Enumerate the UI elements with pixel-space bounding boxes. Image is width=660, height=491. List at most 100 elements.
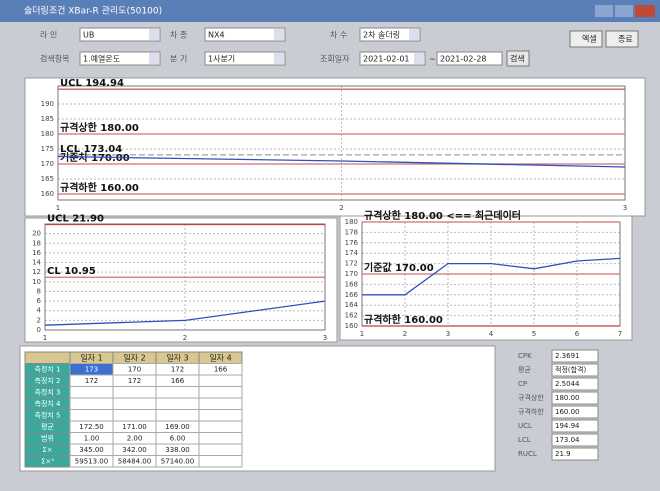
table-cell[interactable] — [199, 398, 242, 410]
reference-label: 규격상한 180.00 <== 최근데이터 — [364, 209, 521, 222]
stat-value: 2.3691 — [555, 352, 580, 360]
table-cell[interactable] — [199, 387, 242, 399]
combo-value: NX4 — [208, 31, 225, 40]
table-cell[interactable] — [156, 410, 199, 422]
row-header: 측정치 1 — [35, 364, 61, 373]
y-tick-label: 162 — [345, 312, 358, 320]
stat-value: 173.04 — [555, 436, 580, 444]
combo-arrow[interactable] — [149, 29, 159, 40]
table-cell[interactable] — [156, 398, 199, 410]
row-header: 범위 — [41, 433, 54, 442]
table-cell[interactable] — [113, 410, 156, 422]
reference-label: 규격하한 160.00 — [364, 313, 443, 326]
combo-value: 1.예열온도 — [83, 54, 120, 64]
stat-value: 194.94 — [555, 422, 580, 430]
y-tick-label: 164 — [345, 301, 359, 309]
x-tick-label: 6 — [575, 330, 580, 338]
minimize-button[interactable] — [595, 5, 613, 17]
table-cell-text: 57140.00 — [161, 457, 194, 465]
table-cell[interactable] — [199, 456, 242, 468]
stat-label: RUCL — [518, 450, 537, 458]
reference-label: UCL 194.94 — [60, 78, 124, 89]
row-header: Σ× — [42, 446, 52, 454]
table-cell-text: 172 — [85, 377, 98, 385]
table-cell[interactable] — [199, 410, 242, 422]
table-cell[interactable] — [199, 433, 242, 445]
table-header: 일자 3 — [166, 353, 188, 362]
table-cell-text: 172 — [171, 365, 184, 373]
table-cell-text: 166 — [171, 377, 185, 385]
stat-label: 평균 — [518, 365, 531, 374]
table-cell[interactable] — [70, 410, 113, 422]
stat-value: 180.00 — [555, 394, 580, 402]
table-cell-text: 342.00 — [122, 446, 147, 454]
filter-label: 라 인 — [40, 30, 57, 40]
table-corner — [25, 352, 70, 364]
close-window-button[interactable] — [635, 5, 655, 17]
table-cell[interactable] — [113, 398, 156, 410]
combo-arrow[interactable] — [414, 53, 424, 64]
y-tick-label: 180 — [345, 218, 358, 226]
stat-value: 2.5044 — [555, 380, 580, 388]
window-title: 솔더링조건 XBar-R 관리도(50100) — [24, 5, 162, 17]
row-header: 측정치 5 — [35, 410, 61, 419]
reference-label: 규격하한 160.00 — [60, 181, 139, 194]
chart-panel — [25, 218, 337, 342]
table-cell-text: 58484.00 — [118, 457, 151, 465]
filter-label: 검색항목 — [40, 54, 69, 64]
close-label: 종료 — [618, 35, 633, 44]
table-cell[interactable] — [199, 421, 242, 433]
table-header: 일자 1 — [80, 353, 102, 362]
window: 솔더링조건 XBar-R 관리도(50100) 라 인UB차 종NX4차 수2차… — [0, 0, 660, 491]
y-tick-label: 160 — [345, 322, 358, 330]
page: {"window":{"title":"솔더링조건 XBar-R 관리도(501… — [0, 0, 660, 491]
filter-label: 분 기 — [170, 55, 187, 64]
combo-arrow[interactable] — [409, 29, 419, 40]
table-cell[interactable] — [113, 387, 156, 399]
y-tick-label: 18 — [32, 239, 41, 247]
stat-value: 적정(합격) — [555, 365, 586, 374]
table-cell-text: 170 — [128, 365, 141, 373]
reference-label: 기준값 170.00 — [364, 261, 434, 274]
y-tick-label: 170 — [345, 270, 358, 278]
table-cell-text: 338.00 — [165, 446, 190, 454]
row-header: 측정치 2 — [35, 376, 61, 385]
combo-arrow[interactable] — [274, 29, 284, 40]
combo-value: 2021-02-28 — [440, 55, 487, 64]
table-cell-text: 172.50 — [79, 423, 104, 431]
combo-arrow[interactable] — [149, 53, 159, 64]
combo-value: 1사분기 — [208, 55, 235, 64]
stat-label: LCL — [518, 436, 531, 444]
y-tick-label: 14 — [32, 259, 41, 267]
x-tick-label: 3 — [446, 330, 450, 338]
table-cell[interactable] — [199, 375, 242, 387]
filter-label: 조회일자 — [320, 55, 350, 64]
table-cell[interactable] — [156, 387, 199, 399]
y-tick-label: 174 — [345, 249, 359, 257]
stat-label: CP — [518, 380, 527, 388]
table-cell-text: 1.00 — [84, 434, 100, 442]
y-tick-label: 6 — [37, 297, 42, 305]
table-cell-text: 166 — [214, 365, 228, 373]
reference-label: CL 10.95 — [47, 266, 96, 277]
filter-label: 차 수 — [330, 31, 347, 40]
date-separator: ~ — [429, 55, 436, 64]
table-cell[interactable] — [70, 398, 113, 410]
x-tick-label: 1 — [360, 330, 364, 338]
y-tick-label: 165 — [41, 175, 54, 183]
combo-value: 2차 솔더링 — [363, 30, 400, 40]
y-tick-label: 8 — [37, 287, 41, 295]
y-tick-label: 10 — [32, 278, 41, 286]
combo-value: UB — [83, 31, 94, 40]
x-tick-label: 1 — [43, 334, 47, 342]
table-cell[interactable] — [199, 444, 242, 456]
maximize-button[interactable] — [615, 5, 633, 17]
y-tick-label: 168 — [345, 280, 358, 288]
excel-label: 엑셀 — [582, 34, 597, 44]
stat-label: 규격상한 — [518, 393, 544, 402]
table-cell-text: 172 — [128, 377, 141, 385]
table-cell[interactable] — [70, 387, 113, 399]
combo-arrow[interactable] — [274, 53, 284, 64]
y-tick-label: 172 — [345, 260, 358, 268]
x-tick-label: 2 — [339, 204, 343, 212]
